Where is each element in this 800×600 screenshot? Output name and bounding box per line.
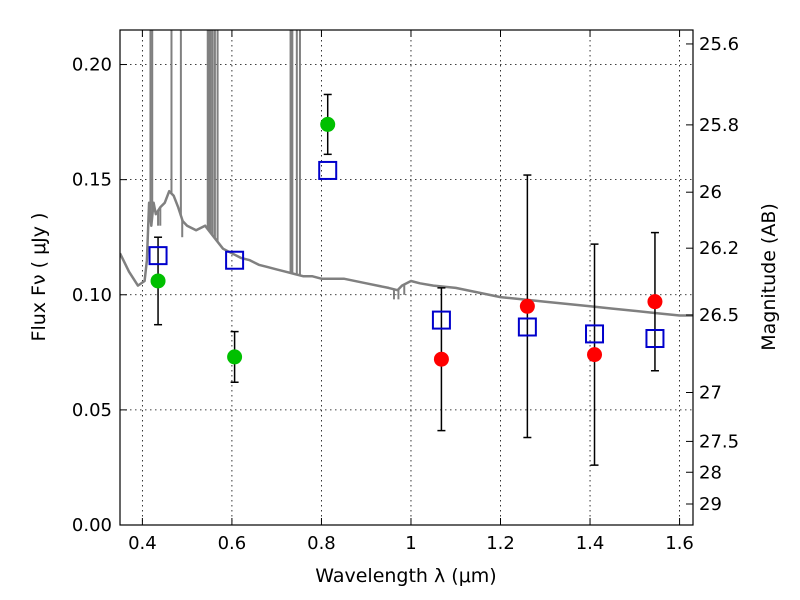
y2-tick-label: 26.2 [699, 238, 739, 259]
data-point [587, 347, 603, 363]
x-tick-label: 0.6 [218, 533, 247, 554]
y-axis-label: Flux Fν ( μJy ) [28, 213, 50, 342]
data-point-square [645, 329, 665, 349]
y2-tick-label: 26.5 [699, 305, 739, 326]
grid [120, 30, 693, 526]
y2-tick-label: 27.5 [699, 431, 739, 452]
y-tick-label: 0.05 [72, 400, 112, 421]
data-point [150, 273, 166, 289]
data-point [320, 116, 336, 132]
data-points [148, 93, 665, 466]
data-point-square [585, 324, 605, 344]
y2-axis-label: Magnitude (AB) [758, 203, 780, 351]
y2-tick-label: 29 [699, 494, 722, 515]
data-point-square [148, 246, 168, 266]
y-tick-label: 0.15 [72, 170, 112, 191]
model-spectrum-line [120, 189, 693, 317]
data-point-square [225, 250, 245, 270]
data-point-square [517, 317, 537, 337]
y2-tick-label: 26 [699, 182, 722, 203]
x-axis-label: Wavelength λ (μm) [315, 565, 496, 587]
x-tick-label: 0.8 [307, 533, 336, 554]
y2-tick-label: 25.8 [699, 115, 739, 136]
y-tick-label: 0.00 [72, 515, 112, 536]
data-point-square [318, 160, 338, 180]
x-tick-label: 1.6 [665, 533, 694, 554]
axes: 0.4 0.6 0.8 1 1.2 1.4 1.6 0.00 0.05 0.10 0.15 0.20 2… [72, 30, 739, 554]
data-point [519, 298, 535, 314]
x-tick-label: 1.4 [576, 533, 605, 554]
y-tick-label: 0.20 [72, 55, 112, 76]
data-point [433, 351, 449, 367]
plot-frame [119, 29, 694, 526]
y2-tick-label: 25.6 [699, 34, 739, 55]
y2-tick-label: 28 [699, 462, 722, 483]
y-tick-label: 0.10 [72, 285, 112, 306]
data-point [647, 294, 663, 310]
x-tick-label: 1.2 [486, 533, 515, 554]
y2-tick-label: 27 [699, 383, 722, 404]
data-point [227, 349, 243, 365]
model-spectrum [120, 30, 693, 317]
data-point-square [431, 310, 451, 330]
x-tick-label: 1 [405, 533, 416, 554]
x-tick-label: 0.4 [128, 533, 157, 554]
